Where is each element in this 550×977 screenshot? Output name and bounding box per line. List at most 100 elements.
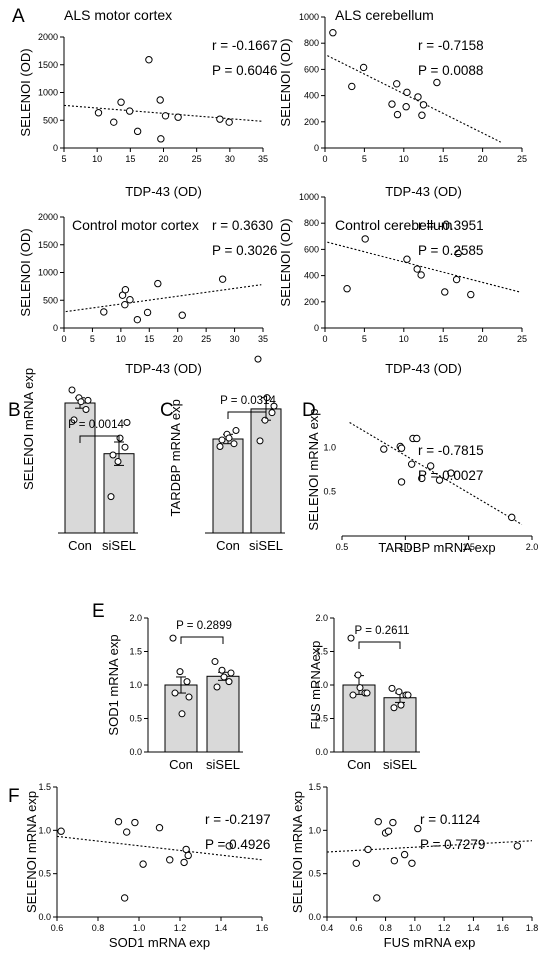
- x-tick-label: 2.0: [526, 542, 539, 552]
- data-point: [388, 100, 396, 108]
- regression-line: [63, 104, 264, 122]
- data-point: [230, 440, 238, 448]
- data-point: [184, 851, 192, 860]
- x-tick-label: 0.4: [321, 923, 334, 933]
- y-tick-label: 0.0: [308, 912, 321, 922]
- category-label: Con: [68, 538, 92, 553]
- category-label: Con: [169, 757, 193, 772]
- chart-tardbp_bar: Con siSEL P = 0.0314 TARDBP mRNA exp: [168, 355, 285, 553]
- x-tick-label: 20: [478, 154, 488, 164]
- data-point: [435, 476, 444, 484]
- data-point: [413, 434, 421, 443]
- data-point: [100, 308, 108, 316]
- x-tick-label: 1.5: [462, 542, 475, 552]
- data-point: [94, 109, 103, 117]
- x-tick-label: 1.6: [496, 923, 509, 933]
- x-tick-label: 1.0: [399, 542, 412, 552]
- bar: [250, 408, 282, 534]
- data-point: [114, 817, 123, 826]
- category-label: Con: [216, 538, 240, 553]
- x-tick-label: 0: [322, 154, 327, 164]
- x-tick-label: 35: [258, 154, 268, 164]
- r-value: r = -0.7158: [418, 38, 484, 53]
- regression-line: [327, 241, 520, 293]
- x-tick-label: 35: [258, 334, 268, 344]
- data-point: [68, 386, 76, 394]
- y-tick-label: 0.5: [323, 487, 336, 497]
- r-value: r = 0.3630: [212, 218, 273, 233]
- category-label: siSEL: [383, 757, 417, 772]
- data-point: [225, 842, 233, 850]
- x-tick-label: 5: [61, 154, 66, 164]
- y-tick-label: 400: [304, 91, 319, 101]
- data-point: [110, 118, 118, 126]
- data-point: [123, 828, 131, 836]
- x-tick-label: 15: [125, 154, 135, 164]
- bar: [342, 684, 376, 753]
- x-tick-label: 15: [438, 334, 448, 344]
- y-tick-label: 200: [304, 117, 319, 127]
- y-axis-label: SELENOI (OD): [18, 228, 33, 316]
- p-value: P = 0.3026: [212, 243, 277, 258]
- x-tick-label: 0.8: [92, 923, 105, 933]
- data-point: [211, 658, 219, 666]
- panel-letter-d: D: [302, 400, 316, 421]
- category-label: siSEL: [249, 538, 283, 553]
- y-tick-label: 1.5: [315, 647, 328, 657]
- chart-als_motor: 5 10 15 20 25 30 35 0 500 1000 1500 2000 ALS motor c…: [18, 7, 278, 199]
- data-point: [185, 693, 193, 701]
- data-point: [121, 443, 129, 451]
- chart-selenoi_bar: Con siSEL P = 0.0014 SELENOI mRNA exp: [21, 368, 138, 553]
- data-point: [256, 437, 264, 445]
- p-value: P = 0.4926: [205, 837, 270, 852]
- chart-selenoi_tardbp: 0.5 1.0 1.5 2.0 0.5 1.0 r = -0.7815 P = 0.0027 T…: [306, 408, 538, 555]
- x-axis-label: TDP-43 (OD): [385, 361, 462, 376]
- bar: [164, 684, 198, 753]
- significance-bracket: [180, 636, 224, 644]
- x-axis-label: TDP-43 (OD): [125, 184, 202, 199]
- y-axis-label: SELENOI mRNA exp: [306, 408, 321, 530]
- data-point: [109, 451, 117, 459]
- y-axis-label: SELENOI mRNA exp: [290, 791, 305, 913]
- data-point: [176, 668, 184, 676]
- data-point: [397, 701, 405, 709]
- chart-sod1_bar: 0.0 0.5 1.0 1.5 2.0 Con siSEL P = 0.2899 SOD1 mR…: [106, 613, 243, 772]
- y-tick-label: 1000: [299, 192, 319, 202]
- regression-line: [65, 284, 262, 313]
- y-tick-label: 1.0: [323, 442, 336, 452]
- data-point: [218, 436, 226, 444]
- x-tick-label: 20: [478, 334, 488, 344]
- data-point: [513, 842, 522, 850]
- y-axis-label: FUS mRNAexp: [308, 641, 323, 730]
- data-point: [133, 315, 142, 324]
- data-point: [441, 288, 449, 296]
- panel-letter-c: C: [160, 400, 174, 421]
- data-point: [131, 818, 139, 827]
- chart-selenoi_sod1: 0.6 0.8 1.0 1.2 1.4 1.6 0.0 0.5 1.0 1.5 r = -0.219…: [24, 782, 271, 950]
- data-point: [397, 444, 406, 452]
- x-tick-label: 1.2: [438, 923, 451, 933]
- x-tick-label: 1.8: [526, 923, 539, 933]
- y-tick-label: 600: [304, 244, 319, 254]
- x-axis-label: FUS mRNA exp: [384, 935, 476, 950]
- y-tick-label: 1000: [38, 88, 58, 98]
- data-point: [419, 101, 428, 109]
- data-point: [418, 111, 426, 119]
- category-label: siSEL: [206, 757, 240, 772]
- y-tick-label: 2.0: [315, 613, 328, 623]
- data-point: [220, 673, 228, 681]
- r-value: r = 0.1124: [420, 812, 481, 827]
- data-point: [125, 107, 134, 115]
- chart-ctrl_cereb: 0 5 10 15 20 25 0 200 400 600 800 1000 Control cereb…: [278, 192, 527, 376]
- y-tick-label: 200: [304, 297, 319, 307]
- p-value: P = 0.2585: [418, 243, 483, 258]
- x-tick-label: 30: [225, 154, 235, 164]
- x-tick-label: 10: [92, 154, 102, 164]
- bar: [212, 438, 244, 534]
- data-point: [390, 704, 398, 712]
- data-point: [329, 29, 337, 37]
- data-point: [121, 286, 130, 294]
- x-tick-label: 5: [90, 334, 95, 344]
